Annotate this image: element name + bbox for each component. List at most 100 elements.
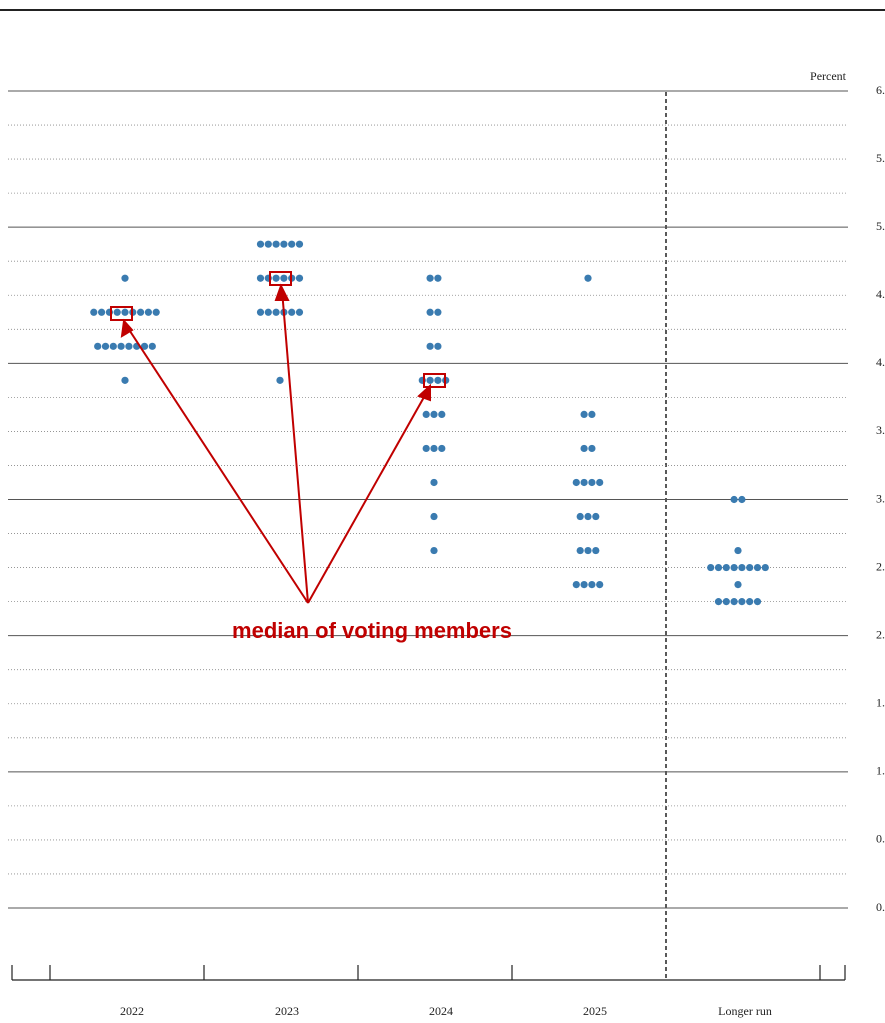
dot bbox=[714, 563, 723, 572]
dot bbox=[434, 274, 442, 282]
dot bbox=[113, 308, 121, 316]
dot bbox=[430, 410, 438, 418]
dot bbox=[580, 444, 588, 453]
dot bbox=[588, 410, 596, 418]
dot bbox=[109, 342, 117, 350]
dot bbox=[426, 308, 434, 316]
y-tick-label: 6. bbox=[876, 83, 885, 97]
dot bbox=[121, 376, 129, 384]
dot bbox=[272, 240, 280, 248]
dot bbox=[707, 563, 715, 572]
dot bbox=[90, 308, 98, 316]
dot bbox=[588, 581, 596, 589]
x-tick-label: 2023 bbox=[275, 1004, 299, 1018]
dot bbox=[434, 342, 442, 350]
dot bbox=[121, 308, 129, 316]
y-tick-label: 0. bbox=[876, 900, 885, 914]
dot bbox=[596, 581, 604, 589]
dot bbox=[592, 546, 600, 555]
dot bbox=[288, 308, 296, 316]
y-tick-label: 3. bbox=[876, 491, 885, 505]
dot bbox=[137, 308, 145, 316]
dot bbox=[592, 512, 600, 521]
dot bbox=[430, 546, 438, 555]
y-tick-label: 4. bbox=[876, 355, 885, 369]
y-tick-label: 2. bbox=[876, 627, 885, 641]
dot bbox=[144, 308, 152, 316]
dot bbox=[264, 240, 272, 248]
dot bbox=[438, 410, 446, 418]
dot bbox=[580, 410, 588, 418]
dot bbox=[734, 546, 742, 555]
y-tick-label: 1. bbox=[876, 696, 885, 710]
dot bbox=[434, 308, 442, 316]
dot bbox=[121, 274, 129, 282]
dot bbox=[730, 563, 738, 572]
annotation-marks bbox=[110, 271, 446, 604]
dot bbox=[430, 478, 438, 487]
y-tick-label: 2. bbox=[876, 559, 885, 573]
dot bbox=[101, 342, 110, 350]
arrow bbox=[307, 389, 429, 604]
dot bbox=[280, 240, 288, 248]
y-tick-label: 5. bbox=[876, 151, 885, 165]
dot bbox=[738, 563, 746, 572]
dot bbox=[576, 546, 584, 555]
x-tick-label: 2024 bbox=[429, 1004, 453, 1018]
dot bbox=[426, 376, 434, 384]
dot bbox=[580, 581, 588, 589]
dot bbox=[272, 308, 280, 316]
dot bbox=[584, 512, 592, 521]
y-tick-label: 0. bbox=[876, 832, 885, 846]
dot bbox=[714, 598, 723, 606]
dot bbox=[422, 410, 430, 418]
dot bbox=[730, 598, 738, 606]
dot bbox=[761, 563, 769, 572]
dot bbox=[584, 546, 592, 555]
dot bbox=[738, 598, 746, 606]
dot bbox=[572, 478, 580, 487]
dot bbox=[576, 512, 584, 521]
marks bbox=[8, 90, 848, 980]
dot bbox=[722, 563, 730, 572]
dot bbox=[288, 240, 296, 248]
dot bbox=[272, 274, 280, 282]
dot bbox=[580, 478, 588, 487]
dot bbox=[426, 342, 434, 350]
dot bbox=[148, 342, 156, 350]
dot bbox=[438, 444, 446, 453]
dot bbox=[753, 598, 762, 606]
dot bbox=[730, 495, 738, 504]
dot bbox=[98, 308, 106, 316]
x-tick-label: Longer run bbox=[718, 1004, 772, 1018]
dot bbox=[746, 598, 754, 606]
dot bbox=[94, 342, 102, 350]
dot bbox=[434, 376, 442, 384]
y-tick-label: 5. bbox=[876, 219, 885, 233]
dot bbox=[295, 240, 304, 248]
dot bbox=[422, 444, 430, 453]
x-tick-label: 2022 bbox=[120, 1004, 144, 1018]
dot bbox=[125, 342, 133, 350]
dot bbox=[276, 376, 284, 384]
dot bbox=[588, 444, 596, 453]
y-axis-label: Percent bbox=[810, 69, 847, 83]
dot bbox=[152, 308, 160, 316]
dot bbox=[572, 581, 580, 589]
dot bbox=[426, 274, 434, 282]
arrowhead bbox=[417, 383, 431, 402]
dot bbox=[596, 478, 604, 487]
dot bbox=[280, 274, 288, 282]
dot bbox=[746, 563, 754, 572]
dot bbox=[430, 444, 438, 453]
annotation: median of voting members bbox=[232, 618, 512, 643]
median-box bbox=[423, 373, 446, 388]
dot bbox=[117, 342, 125, 350]
dot bbox=[295, 308, 304, 316]
dot bbox=[430, 512, 438, 521]
arrow bbox=[281, 289, 309, 604]
dot bbox=[256, 274, 265, 282]
dot bbox=[722, 598, 730, 606]
dot bbox=[734, 581, 742, 589]
